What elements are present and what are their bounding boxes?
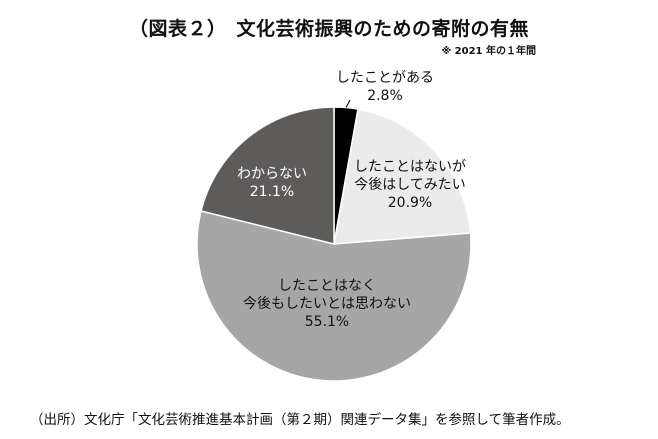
slice-value-label-3: 55.1% <box>305 314 349 330</box>
slice-label-3: したことはなく <box>278 278 376 294</box>
chart-note: ※ 2021 年の１年間 <box>441 46 536 57</box>
source-note: （出所）文化庁「文化芸術推進基本計画（第２期）関連データ集」を参照して筆者作成。 <box>30 412 570 428</box>
slice-label-4: わからない <box>237 166 307 182</box>
pie-slice-4 <box>200 106 335 245</box>
slice-label-3: 今後もしたいとは思わない <box>243 296 411 312</box>
slice-label-1: したことがある <box>336 70 434 86</box>
chart-title: （図表２） 文化芸術振興のための寄附の有無 <box>128 18 529 40</box>
slice-value-label-1: 2.8% <box>367 88 403 104</box>
pie-slice-2 <box>333 108 472 245</box>
slice-value-label-2: 20.9% <box>388 195 432 211</box>
slice-label-2: 今後はしてみたい <box>354 177 466 193</box>
leader-line <box>345 99 351 108</box>
slice-value-label-4: 21.1% <box>250 184 294 200</box>
slice-label-2: したことはないが <box>354 159 466 175</box>
pie-slice-3 <box>196 210 472 382</box>
